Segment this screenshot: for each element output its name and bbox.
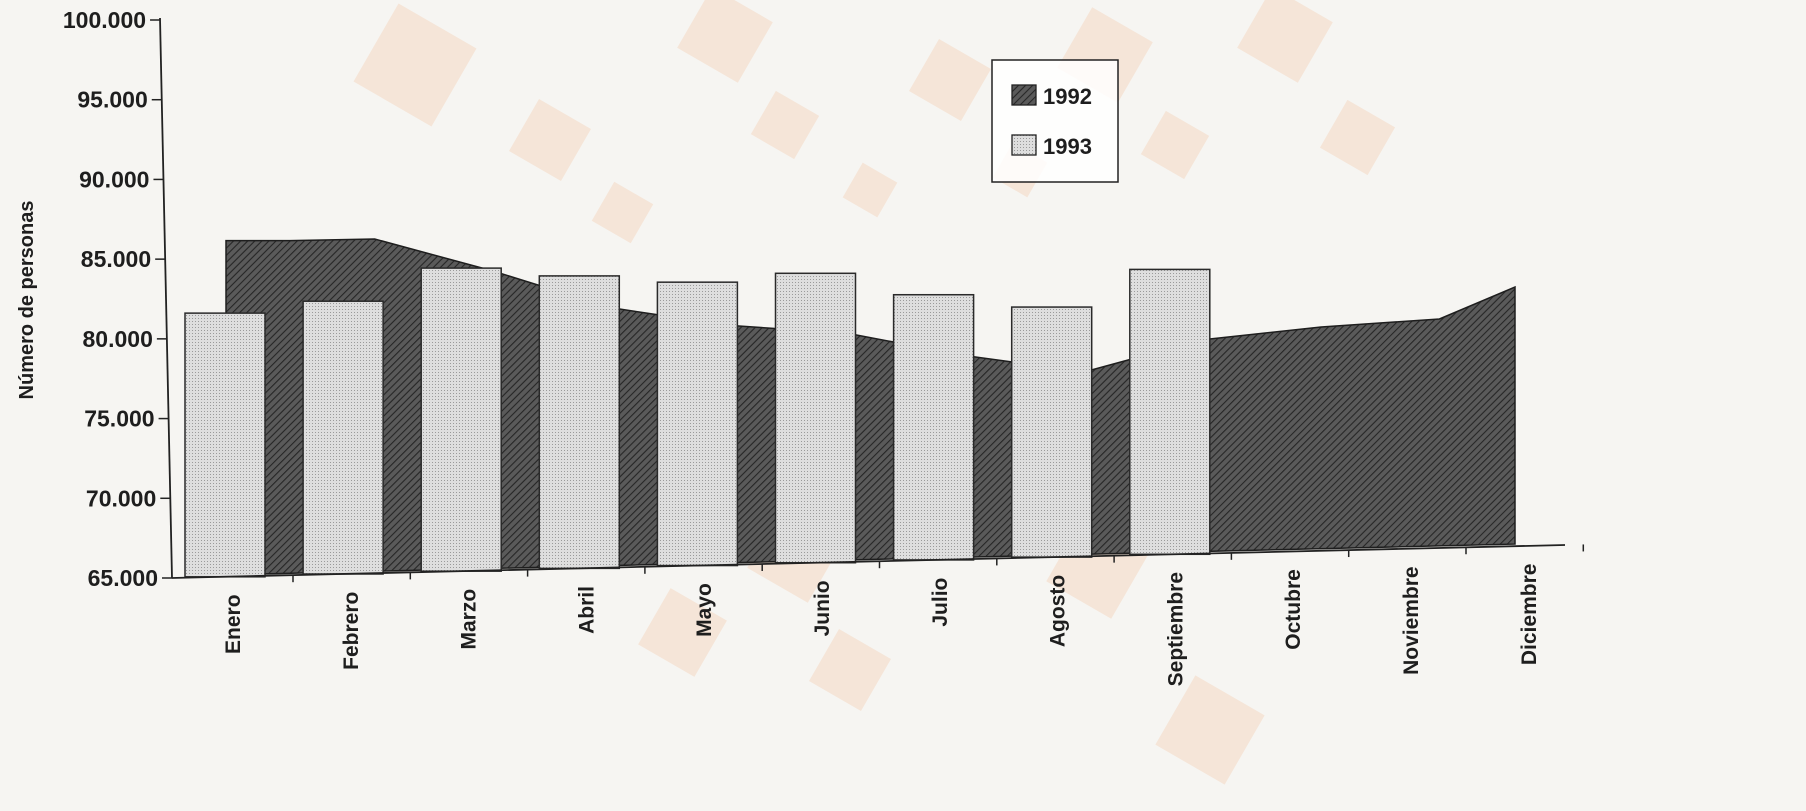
legend: 1992 1993 [991,59,1119,183]
watermark-square [842,162,898,218]
y-tick-label: 75.000 [84,406,154,432]
y-tick-label: 100.000 [63,7,146,33]
bar-1993 [1129,268,1211,556]
legend-swatch [1011,84,1037,106]
x-tick-label: Noviembre [1400,566,1423,675]
x-tick-label: Diciembre [1518,564,1541,666]
y-tick-label: 95.000 [77,87,147,113]
x-tick-label: Octubre [1282,569,1305,650]
y-tick-label: 80.000 [83,326,153,352]
watermark-square [809,629,891,711]
bar-1993 [538,275,621,570]
watermark-square [1155,675,1265,785]
watermark-square [1237,0,1333,83]
y-tick-label: 70.000 [86,485,156,511]
legend-box [991,59,1119,183]
y-tick-label: 65.000 [88,565,158,591]
legend-label: 1992 [1043,84,1092,109]
x-tick-label: Julio [929,578,952,627]
x-tick-label: Septiembre [1164,572,1187,686]
watermark-square [1319,99,1396,176]
x-tick-label: Marzo [458,589,481,650]
watermark-square [638,588,727,677]
watermark-square [677,0,773,83]
x-tick-label: Mayo [693,583,716,637]
watermark-square [1140,110,1210,180]
bar-1993 [302,300,384,575]
y-axis-line [159,17,173,579]
bar-1993 [420,267,502,572]
watermark-square [750,90,820,160]
watermark-square [909,39,991,121]
watermark-square [353,3,477,127]
y-tick-label: 90.000 [79,166,149,192]
x-tick-label: Enero [222,594,245,654]
watermark-square [591,181,654,244]
area-1992 [225,238,1516,576]
x-axis-line [171,544,1566,579]
x-tick-label: Abril [575,586,598,634]
watermark-square [509,99,591,181]
bar-1993 [892,293,975,561]
x-tick-label: Febrero [340,592,363,670]
bar-1993 [1010,306,1093,558]
y-tick-label: 85.000 [81,246,151,272]
y-axis-title: Número de personas [16,201,38,400]
bar-1993 [656,281,739,567]
bar-1993 [184,312,266,578]
x-tick-label: Junio [811,580,834,636]
legend-label: 1993 [1043,134,1092,159]
bar-1993 [774,272,857,564]
x-tick-label: Agosto [1047,575,1070,647]
legend-swatch [1011,134,1037,156]
